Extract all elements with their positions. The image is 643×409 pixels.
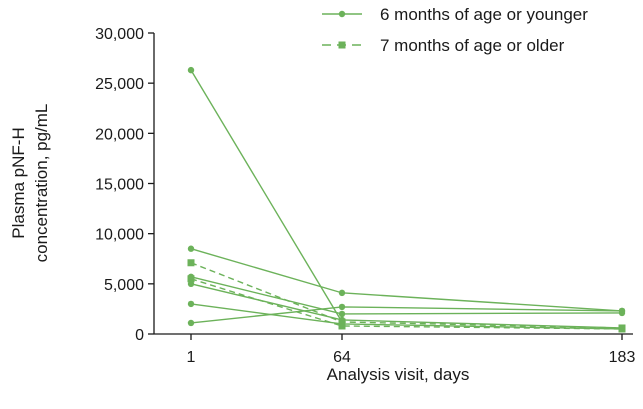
y-tick-label: 10,000 [95,227,144,244]
legend-item-2: 7 months of age or older [322,36,565,55]
data-point-circle [338,310,346,318]
data-point-square [187,275,195,283]
data-point-square [338,322,346,330]
data-point-circle [618,309,626,317]
series-line [190,306,623,324]
y-axis-title-line-2: concentration, pg/mL [32,104,51,263]
series-line [190,262,623,329]
axes: 0 5,000 10,000 15,000 20,000 25,000 30,000 1 64 1… [95,26,635,366]
series-2 [187,245,626,315]
legend: 6 months of age or younger 7 months of ag… [322,5,588,55]
data-point-circle [338,289,346,297]
data-point-circle [187,319,195,327]
data-point-square [187,259,195,267]
data-point-circle [338,303,346,311]
legend-square-marker [338,41,346,49]
series-6 [187,273,626,318]
y-tick-label: 0 [135,327,144,344]
legend-label: 6 months of age or younger [380,5,588,24]
y-tick-label: 30,000 [95,26,144,43]
series-3 [187,280,626,332]
data-point-circle [187,245,195,252]
legend-circle-marker [338,10,346,18]
y-axis-title-line-1: Plasma pNF-H [9,127,28,238]
x-tick-label: 183 [609,349,636,366]
series-line [190,248,623,312]
series-line [190,283,623,329]
y-tick-label: 20,000 [95,126,144,143]
x-axis-title: Analysis visit, days [327,365,470,384]
legend-item-1: 6 months of age or younger [322,5,588,24]
y-tick-label: 15,000 [95,177,144,194]
series-line [190,69,343,323]
data-point-square [338,318,346,326]
x-tick-label: 64 [333,349,351,366]
y-tick-label: 5,000 [104,277,144,294]
data-point-circle [187,300,195,308]
legend-label: 7 months of age or older [380,36,565,55]
series-line [190,278,623,330]
y-tick-label: 25,000 [95,76,144,93]
plot-area [187,66,626,333]
data-point-square [618,325,626,333]
series-8 [187,275,626,333]
series-7 [187,259,626,332]
x-tick-label: 1 [187,349,196,366]
data-point-circle [187,66,195,74]
